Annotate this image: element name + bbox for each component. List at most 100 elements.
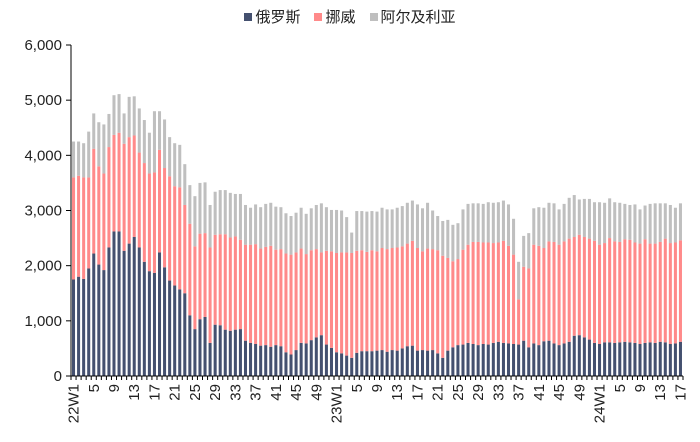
y-tick-label: 5,000 bbox=[24, 92, 62, 109]
bar-segment bbox=[238, 193, 242, 240]
x-tick-label: 13 bbox=[652, 384, 669, 401]
bar-segment bbox=[243, 244, 248, 341]
bar-segment bbox=[107, 147, 111, 248]
bar-segment bbox=[203, 182, 207, 234]
bar-segment bbox=[512, 254, 516, 344]
bar-segment bbox=[243, 204, 248, 245]
bar-segment bbox=[350, 232, 354, 253]
bar-segment bbox=[72, 279, 76, 376]
bar-segment bbox=[127, 243, 131, 376]
bar-segment bbox=[163, 168, 167, 268]
bar-segment bbox=[628, 204, 632, 240]
bar-segment bbox=[567, 341, 571, 376]
bar-segment bbox=[410, 200, 414, 241]
bar-segment bbox=[294, 252, 298, 351]
bar-segment bbox=[608, 342, 612, 376]
bar-segment bbox=[506, 204, 511, 246]
bar-segment bbox=[426, 248, 430, 351]
bar-segment bbox=[431, 249, 435, 351]
bar-segment bbox=[269, 346, 273, 376]
bar-segment bbox=[77, 175, 81, 277]
bar-segment bbox=[183, 293, 187, 376]
bar-segment bbox=[638, 209, 642, 244]
bar-segment bbox=[314, 337, 318, 376]
bar-segment bbox=[547, 202, 551, 242]
x-tick-label: 49 bbox=[308, 384, 325, 401]
bar-segment bbox=[587, 198, 591, 239]
bars-group bbox=[72, 94, 682, 377]
bar-segment bbox=[238, 239, 242, 330]
bar-segment bbox=[142, 120, 146, 164]
bar-segment bbox=[618, 202, 622, 242]
x-tick-label: 23W1 bbox=[329, 384, 346, 423]
x-tick-label: 17 bbox=[146, 384, 163, 401]
x-tick-label: 33 bbox=[227, 384, 244, 401]
bar-segment bbox=[506, 245, 511, 344]
bar-segment bbox=[274, 249, 278, 346]
bar-segment bbox=[481, 344, 485, 376]
bar-segment bbox=[345, 217, 349, 253]
bar-segment bbox=[557, 345, 561, 376]
bar-segment bbox=[208, 342, 212, 376]
bar-segment bbox=[522, 235, 526, 267]
bar-segment bbox=[289, 254, 293, 355]
bar-segment bbox=[168, 176, 172, 281]
bar-segment bbox=[168, 280, 172, 376]
bar-segment bbox=[324, 207, 328, 251]
bar-segment bbox=[481, 242, 485, 345]
bar-segment bbox=[633, 204, 637, 243]
x-tick-label: 21 bbox=[430, 384, 447, 401]
bar-segment bbox=[471, 203, 475, 242]
bar-segment bbox=[410, 240, 414, 346]
bar-segment bbox=[658, 341, 662, 376]
bar-segment bbox=[142, 163, 146, 262]
bar-segment bbox=[350, 252, 354, 358]
bar-segment bbox=[213, 191, 217, 235]
bar-segment bbox=[668, 204, 672, 244]
bar-segment bbox=[598, 344, 602, 376]
bar-segment bbox=[446, 257, 450, 351]
bar-segment bbox=[163, 119, 167, 169]
x-tick-label: 25 bbox=[450, 384, 467, 401]
x-tick-label: 25 bbox=[187, 384, 204, 401]
bar-segment bbox=[668, 243, 672, 344]
bar-segment bbox=[547, 340, 551, 376]
bar-segment bbox=[168, 137, 172, 177]
bar-segment bbox=[486, 242, 490, 345]
bar-segment bbox=[228, 330, 232, 376]
bar-segment bbox=[663, 342, 667, 376]
bar-segment bbox=[653, 243, 657, 343]
bar-segment bbox=[618, 342, 622, 376]
bar-segment bbox=[223, 190, 227, 235]
bar-segment bbox=[345, 252, 349, 356]
bar-segment bbox=[289, 354, 293, 377]
bar-segment bbox=[456, 345, 460, 376]
bar-segment bbox=[451, 261, 455, 348]
bar-segment bbox=[188, 315, 192, 376]
bar-segment bbox=[653, 342, 657, 376]
bar-segment bbox=[147, 173, 151, 272]
legend-label-norway: 挪威 bbox=[325, 9, 356, 26]
bar-segment bbox=[107, 113, 111, 148]
x-tick-label: 49 bbox=[571, 384, 588, 401]
bar-segment bbox=[466, 342, 470, 376]
bar-segment bbox=[582, 337, 586, 376]
bar-segment bbox=[294, 212, 298, 253]
bar-segment bbox=[117, 94, 121, 133]
bar-segment bbox=[582, 198, 586, 237]
bar-segment bbox=[613, 342, 617, 376]
y-tick-label: 1,000 bbox=[24, 313, 62, 330]
bar-segment bbox=[102, 270, 106, 376]
bar-segment bbox=[77, 141, 81, 176]
bar-segment bbox=[537, 245, 541, 346]
bar-segment bbox=[567, 238, 571, 342]
bar-segment bbox=[137, 152, 141, 248]
bar-segment bbox=[380, 248, 384, 351]
bar-segment bbox=[193, 246, 197, 330]
bar-segment bbox=[82, 143, 86, 178]
bar-segment bbox=[82, 278, 86, 376]
x-tick-label: 37 bbox=[248, 384, 265, 401]
bar-segment bbox=[431, 210, 435, 250]
bar-segment bbox=[400, 246, 404, 349]
bar-segment bbox=[380, 207, 384, 249]
